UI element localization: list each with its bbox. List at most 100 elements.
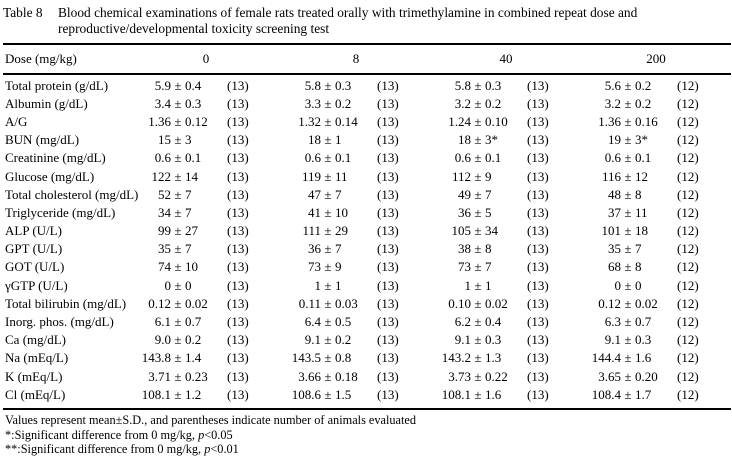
plus-minus-sign: ± [474,168,482,184]
animal-count: (13) [527,186,549,202]
value-cell-dose-8: 73 ±9 (13) [281,258,431,276]
row-label: Na (mEq/L) [5,350,69,366]
table-title: Blood chemical examinations of female ra… [58,5,638,36]
row-label: Inorg. phos. (mg/dL) [5,314,114,330]
sd-value: 1.4 [185,350,202,366]
mean-value: 5.6 [604,77,621,93]
footnote-sig-001: **:Significant difference from 0 mg/kg, … [5,442,731,457]
animal-count: (13) [527,368,549,384]
value-cell-dose-8: 3.66 ±0.18 (13) [281,368,431,386]
row-label: Total cholesterol (mg/dL) [5,186,139,202]
mean-value: 143.2 [441,350,471,366]
row-label: Albumin (g/dL) [5,95,88,111]
animal-count: (13) [527,223,549,239]
animal-count: (12) [677,223,699,239]
plus-minus-sign: ± [174,223,182,239]
sd-value: 0.4 [185,77,202,93]
row-label: Glucose (mg/dL) [5,168,95,184]
mean-value: 0.10 [448,295,471,311]
sd-value: 7 [335,186,342,202]
sd-value: 1.6 [635,350,652,366]
plus-minus-sign: ± [324,277,332,293]
plus-minus-sign: ± [174,95,182,111]
sd-value: 0.02 [185,295,208,311]
animal-count: (13) [527,150,549,166]
value-cell-dose-0: 1.36 ±0.12 (13) [131,113,281,131]
plus-minus-sign: ± [174,332,182,348]
footnote-sig-001-threshold: <0.01 [210,442,239,457]
animal-count: (13) [227,95,249,111]
sd-value: 0 [635,277,642,293]
value-cell-dose-200: 116 ±12 (12) [581,168,731,186]
sd-value: 0.02 [635,295,658,311]
value-cell-dose-200: 5.6 ±0.2 (12) [581,77,731,95]
animal-count: (12) [677,368,699,384]
mean-value: 112 [451,168,471,184]
footnote-values: Values represent mean±S.D., and parenthe… [5,412,417,427]
sd-value: 10 [185,259,198,275]
table-row: Cl (mEq/L) 108.1 ±1.2 (13) 108.6 ±1.5 (13) 1… [3,386,731,404]
plus-minus-sign: ± [324,168,332,184]
value-cell-dose-200: 6.3 ±0.7 (12) [581,313,731,331]
row-label: BUN (mg/dL) [5,132,80,148]
sd-value: 5 [485,204,492,220]
value-cell-dose-8: 18 ±1 (13) [281,131,431,149]
plus-minus-sign: ± [324,132,332,148]
animal-count: (13) [377,132,399,148]
mean-value: 6.4 [304,314,321,330]
plus-minus-sign: ± [324,223,332,239]
plus-minus-sign: ± [474,77,482,93]
animal-count: (13) [377,204,399,220]
animal-count: (13) [227,204,249,220]
plus-minus-sign: ± [474,277,482,293]
value-cell-dose-200: 101 ±18 (12) [581,222,731,240]
animal-count: (13) [527,314,549,330]
mean-value: 1.36 [598,113,621,129]
table-row: Creatinine (mg/dL) 0.6 ±0.1 (13) 0.6 ±0.1 (1… [3,149,731,167]
mean-value: 143.8 [141,350,171,366]
plus-minus-sign: ± [624,368,632,384]
animal-count: (12) [677,77,699,93]
value-cell-dose-8: 6.4 ±0.5 (13) [281,313,431,331]
table-row: Total bilirubin (mg/dL) 0.12 ±0.02 (13) 0.… [3,295,731,313]
value-cell-dose-40: 0.10 ±0.02 (13) [431,295,581,313]
animal-count: (13) [227,132,249,148]
sd-value: 7 [185,186,192,202]
table-row: Na (mEq/L) 143.8 ±1.4 (13) 143.5 ±0.8 (13) 1… [3,349,731,367]
plus-minus-sign: ± [474,386,482,402]
row-label: ALP (U/L) [5,223,62,239]
plus-minus-sign: ± [624,277,632,293]
mean-value: 3.73 [448,368,471,384]
animal-count: (13) [227,150,249,166]
plus-minus-sign: ± [624,204,632,220]
value-cell-dose-200: 9.1 ±0.3 (12) [581,331,731,349]
sd-value: 0.2 [635,77,652,93]
sd-value: 0.1 [185,150,202,166]
value-cell-dose-200: 35 ±7 (12) [581,240,731,258]
value-cell-dose-200: 68 ±8 (12) [581,258,731,276]
value-cell-dose-40: 112 ±9 (13) [431,168,581,186]
footnote-sig-005-text: *:Significant difference from 0 mg/kg, [5,427,199,442]
sd-value: 7 [185,204,192,220]
animal-count: (13) [527,113,549,129]
p-symbol: p [198,427,205,442]
plus-minus-sign: ± [174,186,182,202]
sd-value: 0.3 [185,95,202,111]
sd-value: 3* [635,132,648,148]
row-label: GOT (U/L) [5,259,65,275]
plus-minus-sign: ± [624,314,632,330]
animal-count: (12) [677,95,699,111]
row-label: K (mEq/L) [5,368,63,384]
animal-count: (13) [527,132,549,148]
animal-count: (13) [227,77,249,93]
animal-count: (13) [377,295,399,311]
sd-value: 7 [335,241,342,257]
plus-minus-sign: ± [624,259,632,275]
sd-value: 1 [485,277,492,293]
animal-count: (12) [677,386,699,402]
row-label: Total protein (g/dL) [5,77,109,93]
data-table: Dose (mg/kg) 0 8 40 200 Total protein (g… [3,42,731,410]
mean-value: 0.12 [598,295,621,311]
header-dose-40: 40 [499,50,513,66]
plus-minus-sign: ± [324,150,332,166]
